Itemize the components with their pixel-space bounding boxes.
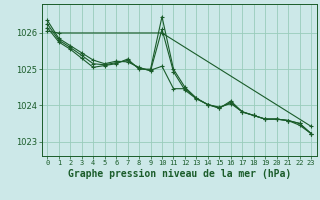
X-axis label: Graphe pression niveau de la mer (hPa): Graphe pression niveau de la mer (hPa)	[68, 169, 291, 179]
